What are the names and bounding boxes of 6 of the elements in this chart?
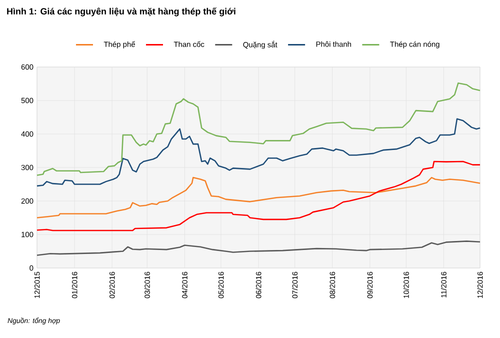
line-series — [36, 118, 481, 187]
chart-title: Hình 1: Giá các nguyên liệu và mặt hàng thép thế giới — [7, 8, 236, 16]
line-series — [36, 82, 481, 176]
line-series — [36, 240, 481, 256]
line-series — [36, 160, 481, 232]
line-series — [36, 176, 481, 218]
